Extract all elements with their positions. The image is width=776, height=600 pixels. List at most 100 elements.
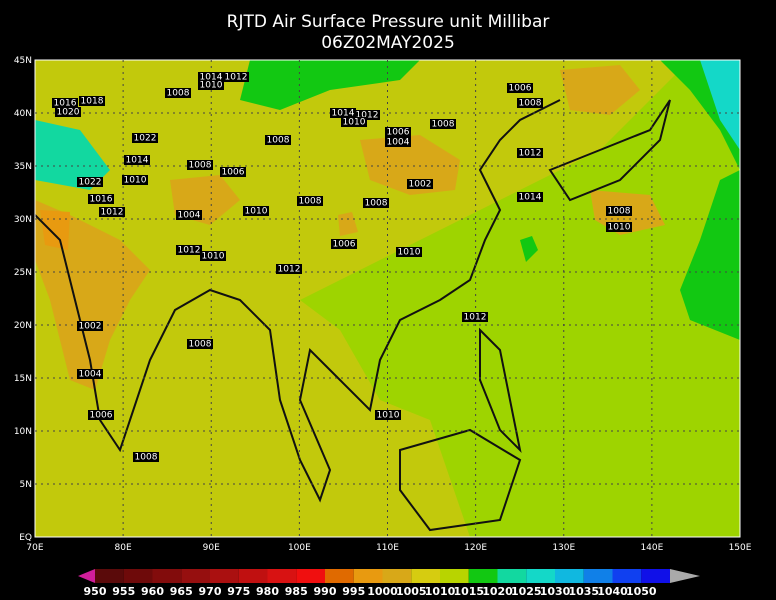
lon-label: 90E <box>203 543 220 553</box>
isobar-label: 1020 <box>57 108 80 118</box>
colorbar-segment <box>583 569 613 583</box>
lat-label: EQ <box>19 533 32 543</box>
isobar-label-bg <box>606 206 632 216</box>
isobar-label: 1008 <box>167 89 190 99</box>
lat-label: 20N <box>14 321 32 331</box>
colorbar-label: 1025 <box>511 585 542 598</box>
lon-label: 120E <box>464 543 487 553</box>
isobar-label: 1010 <box>124 176 147 186</box>
isobar-label: 1006 <box>333 240 356 250</box>
field-ne-high <box>700 60 740 150</box>
isobar-label-bg <box>77 321 103 331</box>
colorbar-segment <box>181 569 210 583</box>
isobar-label-bg <box>430 119 456 129</box>
colorbar-label: 960 <box>141 585 164 598</box>
isobar-label: 1012 <box>225 73 248 83</box>
lon-label: 130E <box>552 543 575 553</box>
lon-label: 100E <box>288 543 311 553</box>
isobar-label: 1014 <box>200 73 223 83</box>
isobar-label-bg <box>133 452 159 462</box>
isobar-label-bg <box>165 88 191 98</box>
isobar-label-bg <box>223 72 249 82</box>
isobar-label-bg <box>187 339 213 349</box>
colorbar-segment <box>411 569 440 583</box>
isobar-label: 1012 <box>278 265 301 275</box>
field-china-low <box>360 135 460 195</box>
isobar-label-bg <box>517 148 543 158</box>
isobar-label-bg <box>198 72 224 82</box>
isobar-label: 1022 <box>134 134 157 144</box>
lon-label: 70E <box>26 543 43 553</box>
colorbar-label: 1015 <box>453 585 484 598</box>
isobar-label: 1012 <box>464 313 487 323</box>
isobar-label-bg <box>176 210 202 220</box>
colorbar-segment <box>95 569 124 583</box>
isobar-label-bg <box>385 127 411 137</box>
isobar-label: 1010 <box>608 223 631 233</box>
isobar-label-bg <box>132 133 158 143</box>
isobar-label: 1016 <box>54 99 77 109</box>
isobar-label: 1012 <box>178 246 201 256</box>
isobar-label: 1008 <box>432 120 455 130</box>
isobar-label: 1008 <box>189 161 212 171</box>
isobar-label-bg <box>55 107 81 117</box>
lat-label: 5N <box>20 480 32 490</box>
lat-label: 10N <box>14 427 32 437</box>
isobar-label-bg <box>265 135 291 145</box>
isobar-label-bg <box>122 175 148 185</box>
colorbar-segment <box>641 569 670 583</box>
lon-label: 110E <box>376 543 399 553</box>
isobar-label: 1012 <box>356 111 379 121</box>
coastlines <box>35 99 671 532</box>
field-1010 <box>300 60 740 537</box>
colorbar-left-tri <box>78 569 95 583</box>
isobar-label-bg <box>88 410 114 420</box>
colorbar-segment <box>526 569 555 583</box>
isobar-label: 1002 <box>409 180 432 190</box>
isobar-label-bg <box>99 207 125 217</box>
isobar-label-bg <box>176 245 202 255</box>
isobar-label-bg <box>198 80 224 90</box>
isobar-label-bg <box>606 222 632 232</box>
colorbar-label: 1020 <box>482 585 513 598</box>
isobar-label: 1008 <box>267 136 290 146</box>
isobar-label: 1010 <box>202 252 225 262</box>
isobar-label: 1008 <box>365 199 388 209</box>
lon-label: 140E <box>640 543 663 553</box>
colorbar-label: 1010 <box>425 585 456 598</box>
isobar-label-bg <box>331 239 357 249</box>
coast-main <box>35 99 561 503</box>
isobar-label-bg <box>200 251 226 261</box>
isobar-label: 1022 <box>79 178 102 188</box>
colorbar-label: 955 <box>112 585 135 598</box>
isobar-label-bg <box>243 206 269 216</box>
isobar-label: 1004 <box>79 370 102 380</box>
isobar-label: 1006 <box>222 168 245 178</box>
title: RJTD Air Surface Pressure unit Millibar <box>227 12 550 32</box>
isobar-label-bg <box>297 196 323 206</box>
isobar-label-bg <box>462 312 488 322</box>
colorbar-segment <box>353 569 383 583</box>
isobar-label: 1014 <box>332 109 355 119</box>
lon-label: 80E <box>115 543 132 553</box>
isobar-label-bg <box>517 98 543 108</box>
colorbar-segment <box>440 569 469 583</box>
field-1015 <box>680 170 740 340</box>
isobar-label: 1004 <box>178 211 201 221</box>
field-pakistan-low <box>40 210 70 250</box>
colorbar-segment <box>238 569 268 583</box>
colorbar-segment <box>612 569 642 583</box>
colorbar-segment <box>468 569 498 583</box>
colorbar-label: 990 <box>314 585 337 598</box>
colorbar-right-tri <box>670 569 700 583</box>
colorbar-segment <box>152 569 182 583</box>
isobar-label-bg <box>88 194 114 204</box>
colorbar-label: 985 <box>285 585 308 598</box>
colorbar-label: 1000 <box>367 585 398 598</box>
colorbar-segment <box>325 569 354 583</box>
isobar-label: 1010 <box>245 207 268 217</box>
lat-label: 40N <box>14 109 32 119</box>
isobar-label-bg <box>79 96 105 106</box>
colorbar-segment <box>210 569 239 583</box>
